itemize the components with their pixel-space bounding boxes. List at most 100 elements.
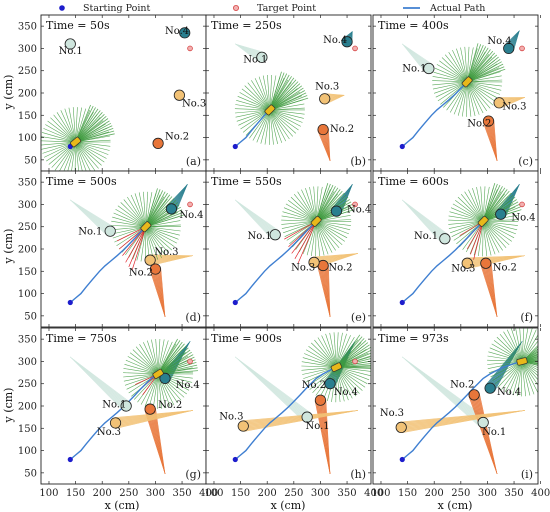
obstacle-label: No.2 (302, 380, 326, 391)
actual-path-line (234, 109, 271, 148)
sensor-beam (457, 81, 468, 116)
sensor-beam (293, 194, 317, 222)
sensor-beam (75, 141, 109, 155)
sensor-beam (521, 328, 529, 362)
sensor-beam (301, 366, 337, 371)
sensor-beam-forward (75, 108, 99, 143)
sensor-beam (315, 221, 329, 255)
x-tick-label: 200 (258, 488, 277, 499)
collision-beam (128, 226, 147, 267)
x-tick-label: 300 (311, 488, 330, 499)
sensor-beam-forward (269, 92, 307, 111)
sensor-beam (508, 361, 523, 395)
sensor-beam (487, 359, 523, 362)
target-point-marker (352, 201, 358, 208)
panel-letter-label: (f) (520, 311, 533, 324)
sensor-beam (145, 226, 159, 260)
sensor-beam (117, 205, 147, 227)
sensor-beam (244, 85, 271, 111)
obstacle-label: No.3 (97, 427, 121, 438)
sensor-beam (267, 74, 271, 110)
obstacle-trail-ray (402, 43, 433, 65)
sensor-beam (288, 200, 317, 222)
sensor-beam (148, 373, 159, 408)
obstacle-trail-ray (317, 130, 331, 161)
sensor-beam (435, 81, 468, 98)
obstacle-trail-ray (467, 255, 525, 269)
obstacle-label: No.2 (165, 131, 189, 142)
sensor-beam-forward (521, 351, 538, 362)
sensor-beam (157, 340, 169, 374)
obstacle-label: No.3 (451, 263, 475, 274)
panel-time-label: Time = 600s (378, 175, 449, 188)
obstacle-label: No.3 (219, 411, 243, 422)
x-axis-title-col3: x (cm) (438, 499, 473, 512)
sensor-beam (316, 221, 348, 239)
chart-panel: No.1 No.2 No.3 No.4 50 100 150 200 250 300 350 Time… (18, 14, 210, 172)
sensor-beam-forward (482, 182, 496, 222)
legend-target-point-marker (232, 5, 239, 11)
y-tick-label: 50 (24, 311, 37, 322)
sensor-beam (521, 328, 533, 362)
sensor-beam (512, 361, 523, 396)
sensor-beam (336, 366, 370, 381)
obstacle-label: No.4 (323, 35, 347, 46)
y-tick-label: 100 (18, 289, 37, 300)
sensor-beam (235, 109, 270, 118)
sensor-beam (466, 47, 474, 82)
y-tick-label: 150 (18, 267, 37, 278)
sensor-beam (521, 361, 538, 393)
sensor-beam-forward (521, 361, 538, 364)
sensor-beam (521, 329, 537, 362)
chart-panel: No.1 No.2 No.3 No.4 100 150 200 250 300 350 400 Tim… (204, 327, 383, 499)
obstacle-marker (64, 38, 76, 50)
obstacle-marker (269, 229, 281, 241)
obstacle-trail-ray (235, 43, 265, 53)
panel-content: No.1No.2No.3No.4 (67, 184, 204, 317)
sensor-beam-forward (269, 73, 288, 111)
sensor-beam-forward (482, 189, 508, 222)
sensor-beam-forward (75, 114, 105, 143)
obstacle-label: No.3 (315, 81, 339, 92)
sensor-beam (234, 109, 270, 114)
panel-letter-label: (b) (350, 155, 366, 168)
sensor-beam (482, 221, 496, 255)
obstacle-label: No.3 (182, 98, 206, 109)
obstacle-label: No.1 (482, 427, 506, 438)
y-tick-label: 150 (18, 111, 37, 122)
chart-legend: Starting Point Target Point Actual Path (59, 3, 485, 14)
chart-panel: No.1 No.2 No.3 No.4 Time = 250s (b) (205, 14, 375, 172)
sensor-beam (336, 367, 353, 399)
sensor-beam (145, 226, 175, 248)
sensor-beam-forward (75, 130, 115, 143)
sensor-beam (521, 334, 538, 362)
obstacle-marker (314, 394, 327, 406)
obstacle-marker (237, 420, 249, 432)
obstacle-label: No.1 (248, 231, 272, 242)
sensor-beam (313, 186, 317, 222)
sensor-beam (112, 226, 146, 239)
sensor-beam (316, 221, 345, 242)
sensor-beam (483, 221, 518, 226)
sensor-beam (269, 109, 297, 134)
sensor-beam (464, 46, 468, 82)
sensor-beam-forward (157, 349, 191, 375)
sensor-beam-forward (336, 342, 369, 368)
sensor-beam (75, 107, 78, 143)
sensor-beam (329, 332, 337, 368)
actual-path-line (401, 360, 523, 461)
target-point-marker (187, 45, 193, 52)
sensor-beam (258, 76, 271, 111)
sensor-beam-forward (466, 49, 491, 83)
sensor-beam (264, 109, 271, 145)
sensor-beam (448, 52, 468, 83)
sensor-beam-forward (315, 190, 343, 222)
panel-time-label: Time = 750s (46, 332, 117, 345)
sensor-beam (123, 199, 147, 227)
sensor-beam (312, 367, 337, 394)
sensor-beam (262, 75, 271, 110)
sensor-beam-forward (269, 76, 292, 111)
sensor-beam (466, 81, 488, 112)
panel-content: No.1No.2No.3No.4 (41, 26, 206, 171)
target-point-marker (519, 45, 525, 52)
